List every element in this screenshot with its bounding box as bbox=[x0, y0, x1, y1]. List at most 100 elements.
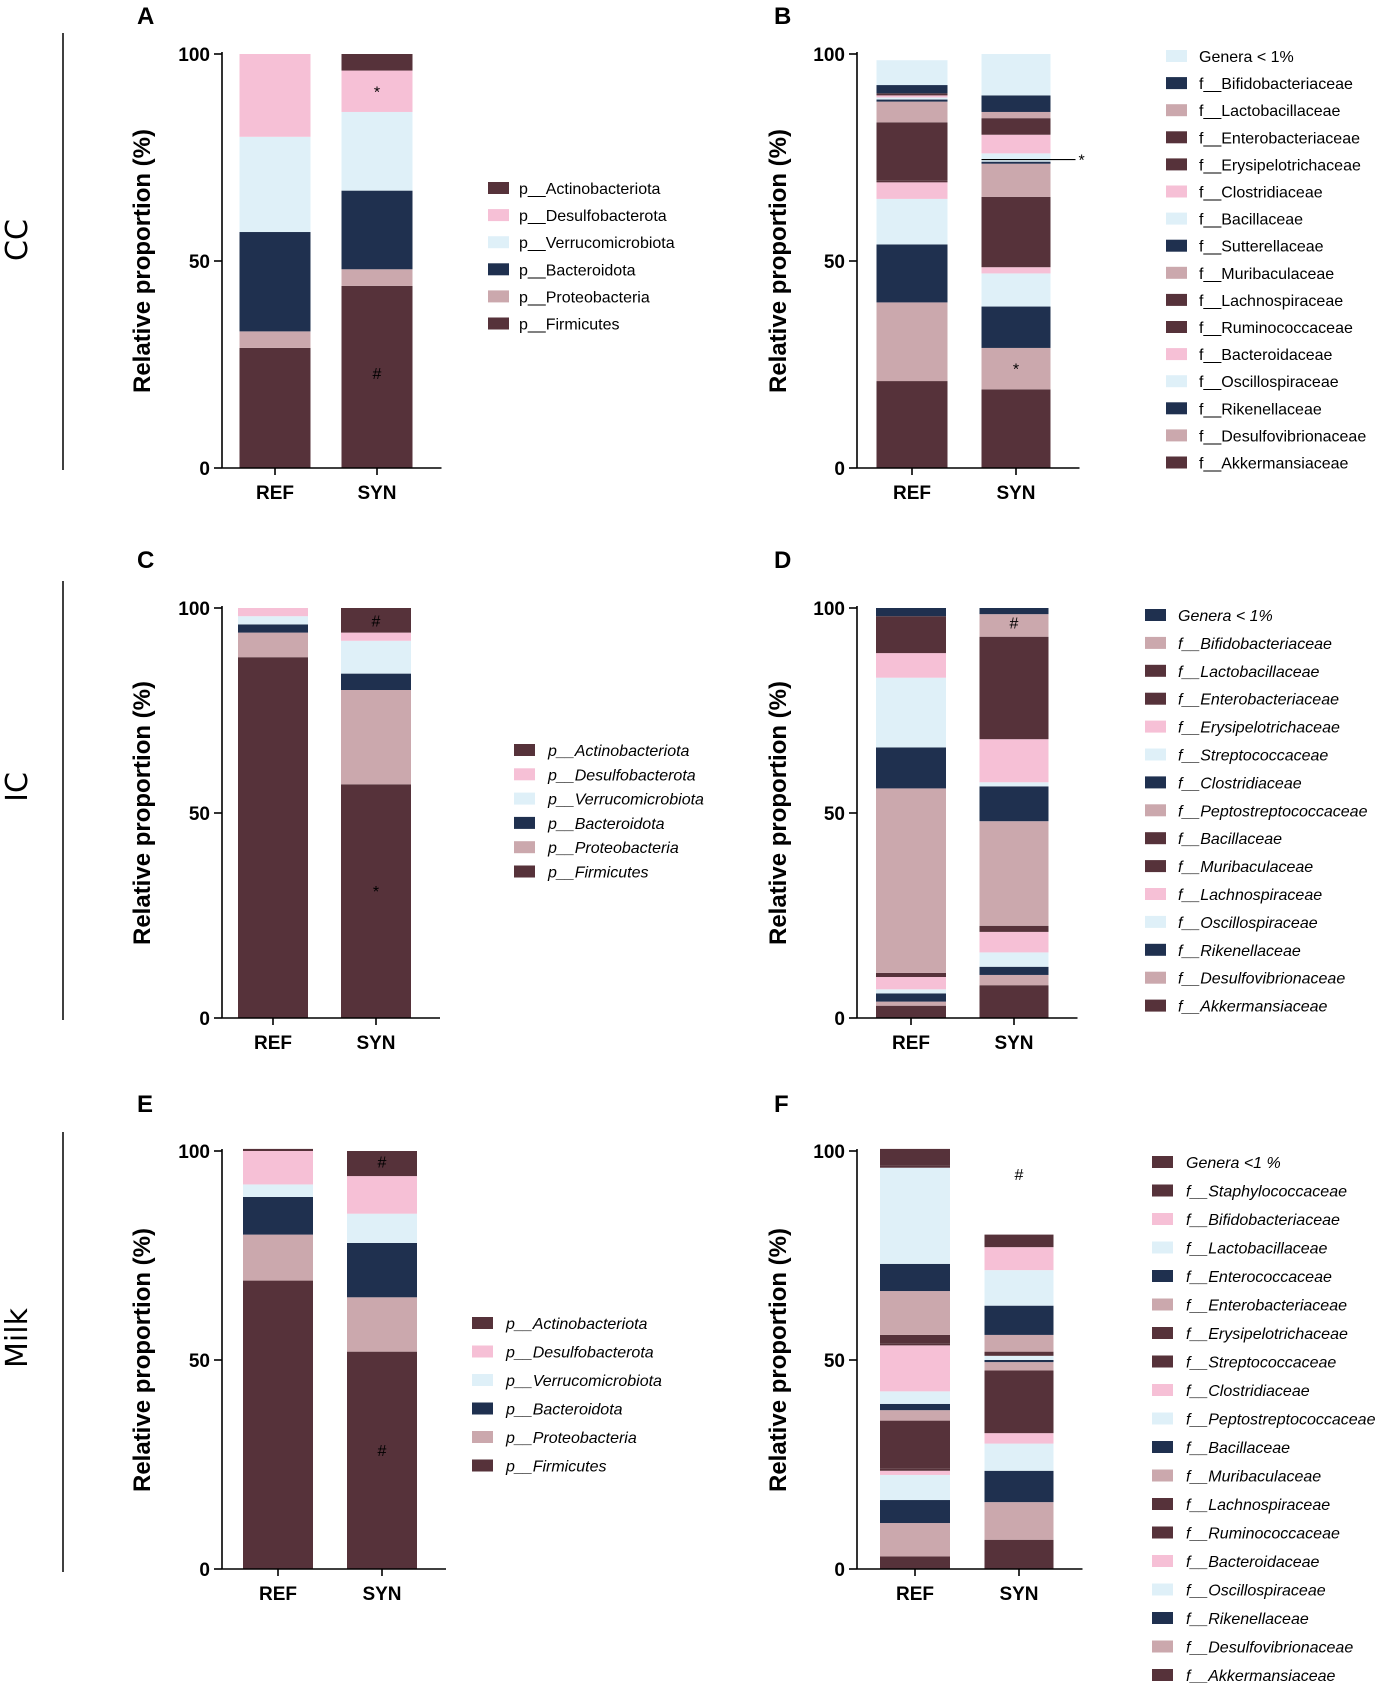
bar-segment-syn bbox=[347, 1297, 417, 1352]
panel-letter: A bbox=[137, 3, 154, 30]
panel-letter: D bbox=[774, 547, 791, 574]
bar-segment-ref bbox=[239, 54, 311, 137]
legend-swatch bbox=[1152, 1669, 1173, 1681]
legend-swatch bbox=[488, 236, 509, 249]
panel-a: A Relative proportion (%) 0 50 100 REF SYN # * p_… bbox=[129, 3, 675, 504]
panel-e: E Relative proportion (%) 0 50 100 REF SYN # # p_… bbox=[129, 1091, 662, 1605]
legend-label: f__Rikenellaceae bbox=[1199, 401, 1322, 418]
bar-segment-ref bbox=[876, 747, 946, 789]
x-tick-label-syn: SYN bbox=[357, 483, 396, 504]
bar-segment-syn bbox=[984, 1362, 1054, 1371]
x-tick-label-syn: SYN bbox=[996, 483, 1035, 504]
legend-label: p__Proteobacteria bbox=[519, 289, 650, 306]
bar-segment-ref bbox=[876, 302, 948, 382]
legend-label: f__Clostridiaceae bbox=[1178, 775, 1302, 792]
legend-label: f__Enterobacteriaceae bbox=[1199, 130, 1360, 147]
legend-label: f__Rikenellaceae bbox=[1178, 943, 1301, 960]
bar-segment-ref bbox=[876, 95, 948, 98]
bar-segment-ref bbox=[876, 244, 948, 303]
legend-swatch bbox=[488, 290, 509, 303]
legend-swatch bbox=[1152, 1640, 1173, 1653]
legend-label: f__Streptococcaceae bbox=[1186, 1355, 1336, 1372]
legend-swatch bbox=[1152, 1298, 1173, 1311]
significance-marker: # bbox=[1015, 1167, 1024, 1184]
bar-segment-syn bbox=[984, 1539, 1054, 1569]
y-tick-label: 50 bbox=[189, 252, 210, 273]
bar-segment-ref bbox=[876, 972, 946, 977]
bar-segment-syn bbox=[979, 952, 1049, 967]
legend-swatch bbox=[1145, 832, 1166, 845]
legend-label: f__Lactobacillaceae bbox=[1199, 103, 1341, 120]
bar-segment-syn bbox=[981, 54, 1051, 96]
legend-label: Genera < 1% bbox=[1199, 49, 1294, 66]
bar-segment-ref bbox=[238, 624, 308, 633]
bar-segment-syn bbox=[979, 614, 1049, 637]
bar-segment-syn bbox=[984, 1305, 1054, 1335]
x-tick-label-syn: SYN bbox=[994, 1033, 1033, 1054]
bar-segment-ref bbox=[880, 1474, 950, 1501]
bar-segment-ref bbox=[880, 1420, 950, 1469]
bar-segment-ref bbox=[243, 1234, 313, 1281]
legend-swatch bbox=[1152, 1583, 1173, 1596]
legend-swatch bbox=[1145, 609, 1166, 621]
y-tick-label: 100 bbox=[178, 1142, 210, 1163]
legend-label: f__Oscillospiraceae bbox=[1178, 915, 1318, 932]
legend-swatch bbox=[472, 1345, 493, 1358]
bar-segment-syn bbox=[341, 673, 411, 690]
legend-swatch bbox=[1166, 212, 1187, 225]
bar-segment-syn bbox=[981, 306, 1051, 348]
bar-segment-ref bbox=[876, 608, 946, 617]
legend-swatch bbox=[1166, 456, 1187, 469]
bar-segment-syn bbox=[341, 190, 413, 270]
bar-segment-syn bbox=[981, 196, 1051, 268]
bar-segment-syn bbox=[981, 153, 1051, 162]
y-axis-label: Relative proportion (%) bbox=[765, 1228, 792, 1492]
bar-segment-syn bbox=[347, 1151, 417, 1177]
legend-label: f__Akkermansiaceae bbox=[1178, 999, 1328, 1016]
x-tick-label-ref: REF bbox=[893, 483, 931, 504]
bar-segment-syn bbox=[984, 1270, 1054, 1306]
legend-swatch bbox=[1166, 77, 1187, 90]
legend-label: f__Bacillaceae bbox=[1199, 212, 1303, 229]
legend-swatch bbox=[1145, 999, 1166, 1012]
bar-segment-ref bbox=[239, 331, 311, 348]
legend-swatch bbox=[1152, 1270, 1173, 1282]
legend-swatch bbox=[514, 865, 535, 878]
legend-swatch bbox=[514, 841, 535, 854]
bar-segment-syn bbox=[984, 1433, 1054, 1444]
legend-label: p__Bacteroidota bbox=[505, 1402, 623, 1419]
x-tick-label-ref: REF bbox=[259, 1584, 297, 1605]
panel-c: C Relative proportion (%) 0 50 100 REF SYN * # p_… bbox=[129, 547, 704, 1054]
bar-segment-ref bbox=[876, 60, 948, 86]
bar-segment-syn bbox=[341, 269, 413, 286]
bar-segment-syn bbox=[979, 608, 1049, 615]
legend-label: f__Bifidobacteriaceae bbox=[1186, 1212, 1340, 1229]
legend-swatch bbox=[1145, 915, 1166, 928]
legend-swatch bbox=[1152, 1555, 1173, 1567]
legend-label: f__Desulfovibrionaceae bbox=[1199, 428, 1366, 445]
bar-segment-syn bbox=[979, 974, 1049, 986]
significance-marker: # bbox=[1010, 615, 1019, 632]
panel-f: F Relative proportion (%) 0 50 100 REF SYN # Gen… bbox=[765, 1091, 1376, 1683]
y-tick-label: 50 bbox=[189, 1351, 210, 1372]
legend-swatch bbox=[488, 182, 509, 194]
legend-swatch bbox=[1145, 804, 1166, 817]
bar-segment-syn bbox=[979, 786, 1049, 822]
legend-swatch bbox=[514, 816, 535, 829]
bar-segment-ref bbox=[880, 1148, 950, 1166]
legend-swatch bbox=[1145, 664, 1166, 677]
x-tick-label-syn: SYN bbox=[362, 1584, 401, 1605]
bar-segment-syn bbox=[981, 161, 1051, 164]
bar-segment-ref bbox=[876, 101, 948, 123]
legend-swatch bbox=[1145, 636, 1166, 649]
bar-segment-syn bbox=[979, 985, 1049, 1018]
bar-segment-syn bbox=[984, 1234, 1054, 1248]
bar-segment-syn bbox=[341, 285, 413, 468]
legend-label: f__Ruminococcaceae bbox=[1199, 320, 1353, 337]
bar-segment-syn bbox=[981, 111, 1051, 119]
bar-segment-syn bbox=[979, 966, 1049, 975]
y-axis-label: Relative proportion (%) bbox=[129, 129, 156, 393]
bar-segment-ref bbox=[880, 1167, 950, 1264]
bar-segment-ref bbox=[876, 93, 948, 96]
legend-swatch bbox=[1166, 158, 1187, 171]
